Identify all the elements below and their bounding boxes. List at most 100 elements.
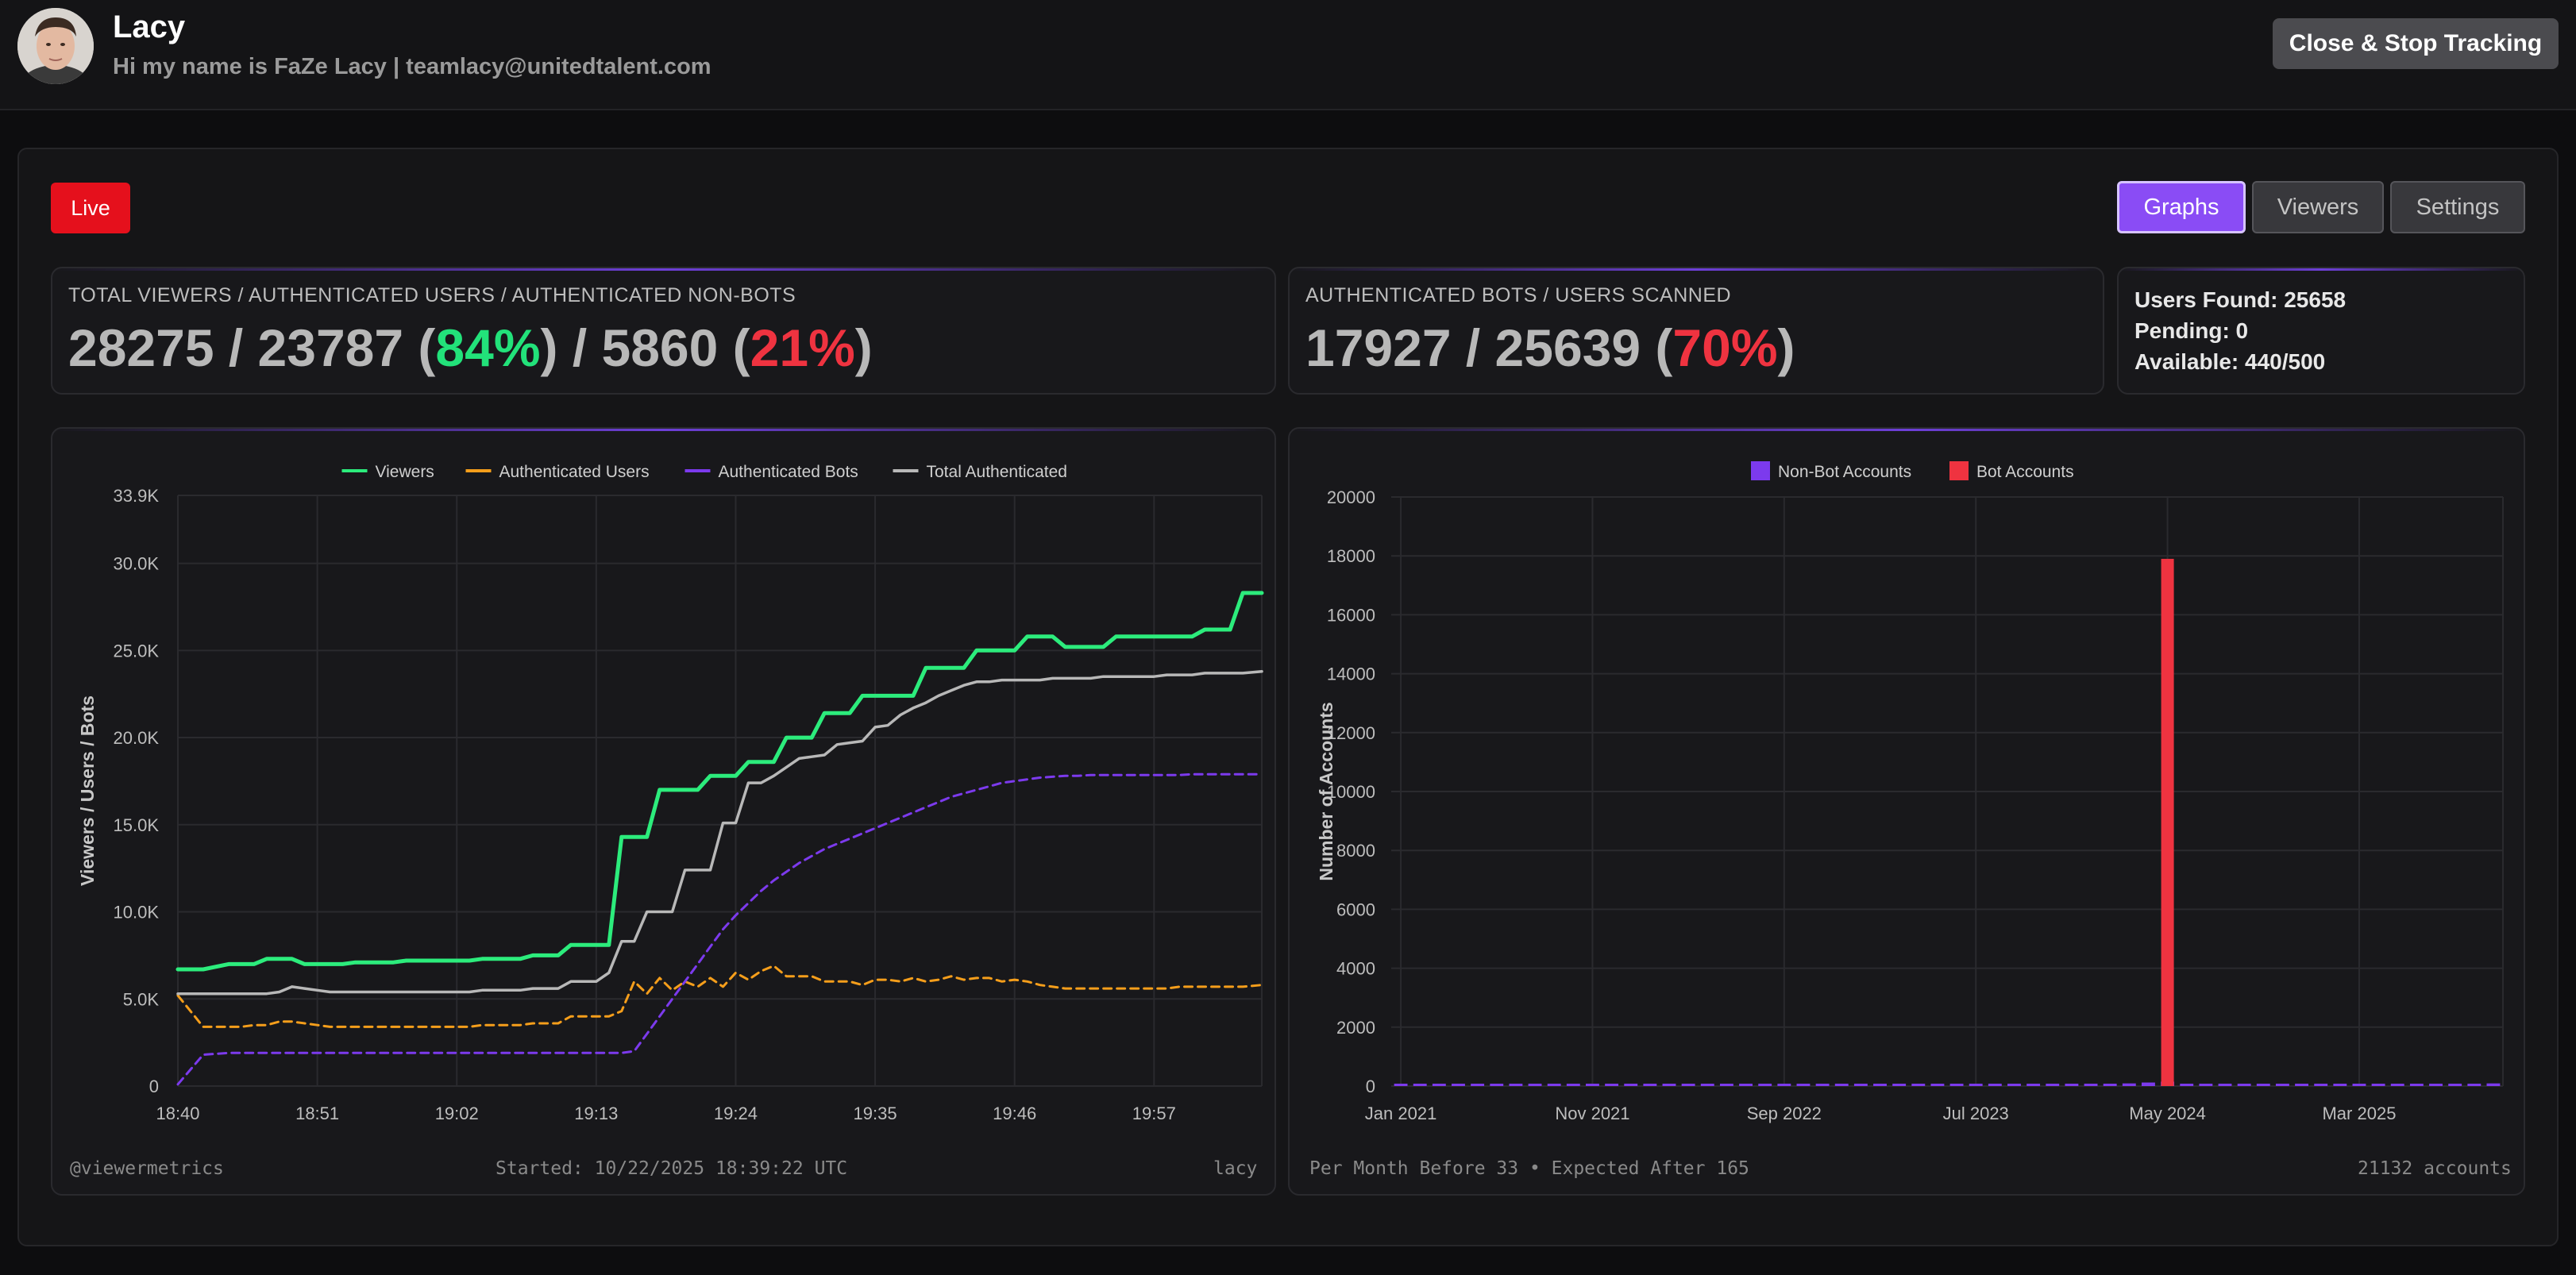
top-bar: Lacy Hi my name is FaZe Lacy | teamlacy@… [0, 0, 2576, 110]
viewers-stat-card: TOTAL VIEWERS / AUTHENTICATED USERS / AU… [51, 267, 1276, 395]
bar-non-bot-accounts [1471, 1084, 1485, 1086]
users-found-text: Users Found: 25658 [2134, 287, 2347, 312]
y-tick-label: 10.0K [114, 903, 160, 923]
y-axis-label: Viewers / Users / Bots [77, 695, 98, 886]
bar-non-bot-accounts [1777, 1084, 1791, 1086]
x-tick-label: Sep 2022 [1747, 1104, 1822, 1123]
y-axis-label: Number of Accounts [1316, 702, 1336, 880]
bar-non-bot-accounts [2199, 1084, 2213, 1086]
bar-non-bot-accounts [2352, 1084, 2366, 1086]
bar-non-bot-accounts [1547, 1084, 1561, 1086]
bar-non-bot-accounts [1413, 1084, 1427, 1086]
legend-label-total-authenticated: Total Authenticated [927, 463, 1067, 481]
x-tick-label: Jan 2021 [1365, 1104, 1437, 1123]
bar-non-bot-accounts [2333, 1084, 2347, 1086]
y-tick-label: 15.0K [114, 815, 160, 835]
series-line-authenticated-users [176, 965, 1263, 1028]
available-text: Available: 440/500 [2134, 349, 2326, 374]
bar-non-bot-accounts [1834, 1084, 1849, 1086]
x-tick-label: 19:35 [854, 1104, 897, 1123]
bar-non-bot-accounts [2065, 1084, 2079, 1086]
bar-non-bot-accounts [1490, 1084, 1504, 1086]
bar-non-bot-accounts [1452, 1084, 1465, 1086]
x-tick-label: 19:24 [714, 1104, 758, 1123]
bar-non-bot-accounts [1432, 1084, 1446, 1086]
bar-non-bot-accounts [1681, 1084, 1695, 1086]
y-tick-label: 10000 [1327, 782, 1375, 802]
non-bots-percent: 21% [750, 318, 855, 377]
y-tick-label: 0 [1366, 1077, 1375, 1096]
bar-non-bot-accounts [1662, 1084, 1676, 1086]
footer-accounts-count: 21132 accounts [2358, 1158, 2512, 1179]
bots-stat-value: 17927 / 25639 (70%) [1305, 318, 1795, 377]
bar-non-bot-accounts [1509, 1084, 1523, 1086]
user-name: Lacy [113, 10, 186, 44]
y-tick-label: 6000 [1336, 899, 1375, 919]
bar-non-bot-accounts [1700, 1084, 1714, 1086]
bar-non-bot-accounts [1853, 1084, 1868, 1086]
legend-swatch-non-bot-accounts [1751, 461, 1770, 480]
viewers-stat-value: 28275 / 23787 (84%) / 5860 (21%) [68, 318, 873, 377]
bar-non-bot-accounts [2256, 1084, 2270, 1086]
viewers-chart-card [51, 427, 1276, 1196]
bar-non-bot-accounts [2486, 1083, 2501, 1086]
scanned-value: 25639 [1494, 318, 1641, 377]
footer-per-month: Per Month Before 33 • Expected After 165 [1309, 1158, 1749, 1179]
bar-non-bot-accounts [1796, 1084, 1811, 1086]
bar-non-bot-accounts [2180, 1084, 2194, 1086]
y-tick-label: 20.0K [114, 728, 160, 748]
bar-non-bot-accounts [1892, 1084, 1907, 1086]
x-tick-label: Nov 2021 [1555, 1104, 1629, 1123]
bar-non-bot-accounts [2084, 1084, 2098, 1086]
x-tick-label: 19:02 [435, 1104, 479, 1123]
live-badge: Live [51, 183, 130, 233]
y-tick-label: 18000 [1327, 546, 1375, 566]
footer-handle: @viewermetrics [70, 1158, 224, 1179]
non-bots-value: 5860 [601, 318, 719, 377]
accounts-bar-chart: 0 2000 4000 6000 8000 10000 12000 14000 16000 180… [1316, 461, 2504, 1123]
legend-label-bot-accounts: Bot Accounts [1976, 463, 2074, 481]
series-line-authenticated-bots [176, 772, 1263, 1086]
bar-bot-accounts [2161, 558, 2174, 1086]
bar-non-bot-accounts [1930, 1084, 1945, 1086]
x-tick-label: 19:13 [574, 1104, 618, 1123]
y-tick-label: 12000 [1327, 723, 1375, 743]
x-tick-label: May 2024 [2129, 1104, 2206, 1123]
bar-non-bot-accounts [2103, 1084, 2117, 1086]
bar-non-bot-accounts [1394, 1084, 1408, 1086]
legend-label-authenticated-bots: Authenticated Bots [719, 463, 858, 481]
tab-graphs[interactable]: Graphs [2117, 181, 2246, 233]
user-bio: Hi my name is FaZe Lacy | teamlacy@unite… [113, 54, 711, 79]
close-stop-tracking-button[interactable]: Close & Stop Tracking [2273, 18, 2559, 69]
pending-text: Pending: 0 [2134, 318, 2249, 343]
tab-viewers[interactable]: Viewers [2252, 181, 2384, 233]
bots-value: 17927 [1305, 318, 1452, 377]
legend-label-viewers: Viewers [376, 463, 434, 481]
avatar-image [17, 8, 94, 84]
bar-non-bot-accounts [1566, 1084, 1580, 1086]
y-tick-label: 25.0K [114, 641, 160, 661]
bots-percent: 70% [1672, 318, 1778, 377]
y-tick-label: 0 [149, 1077, 159, 1096]
y-tick-label: 33.9K [114, 486, 160, 506]
scan-status-card: Users Found: 25658 Pending: 0 Available:… [2117, 267, 2525, 395]
bar-non-bot-accounts [1873, 1084, 1887, 1086]
bar-non-bot-accounts [2429, 1084, 2443, 1086]
tab-settings[interactable]: Settings [2390, 181, 2525, 233]
y-tick-label: 8000 [1336, 841, 1375, 861]
total-viewers-value: 28275 [68, 318, 214, 377]
bar-non-bot-accounts [2448, 1084, 2462, 1086]
bar-non-bot-accounts [1739, 1084, 1753, 1086]
y-tick-label: 14000 [1327, 664, 1375, 684]
viewers-line-chart: 0 5.0K 10.0K 15.0K 20.0K 25.0K 30.0K 33.9K 18:40… [77, 463, 1264, 1123]
bar-non-bot-accounts [1528, 1084, 1542, 1086]
bar-non-bot-accounts [1815, 1084, 1830, 1086]
bar-non-bot-accounts [1605, 1084, 1619, 1086]
x-tick-label: 18:40 [156, 1104, 199, 1123]
x-tick-label: 18:51 [295, 1104, 339, 1123]
bar-non-bot-accounts [2026, 1084, 2041, 1086]
bar-non-bot-accounts [2046, 1084, 2060, 1086]
x-tick-label: 19:57 [1132, 1104, 1176, 1123]
bar-non-bot-accounts [1624, 1084, 1638, 1086]
bar-non-bot-accounts [1643, 1084, 1657, 1086]
